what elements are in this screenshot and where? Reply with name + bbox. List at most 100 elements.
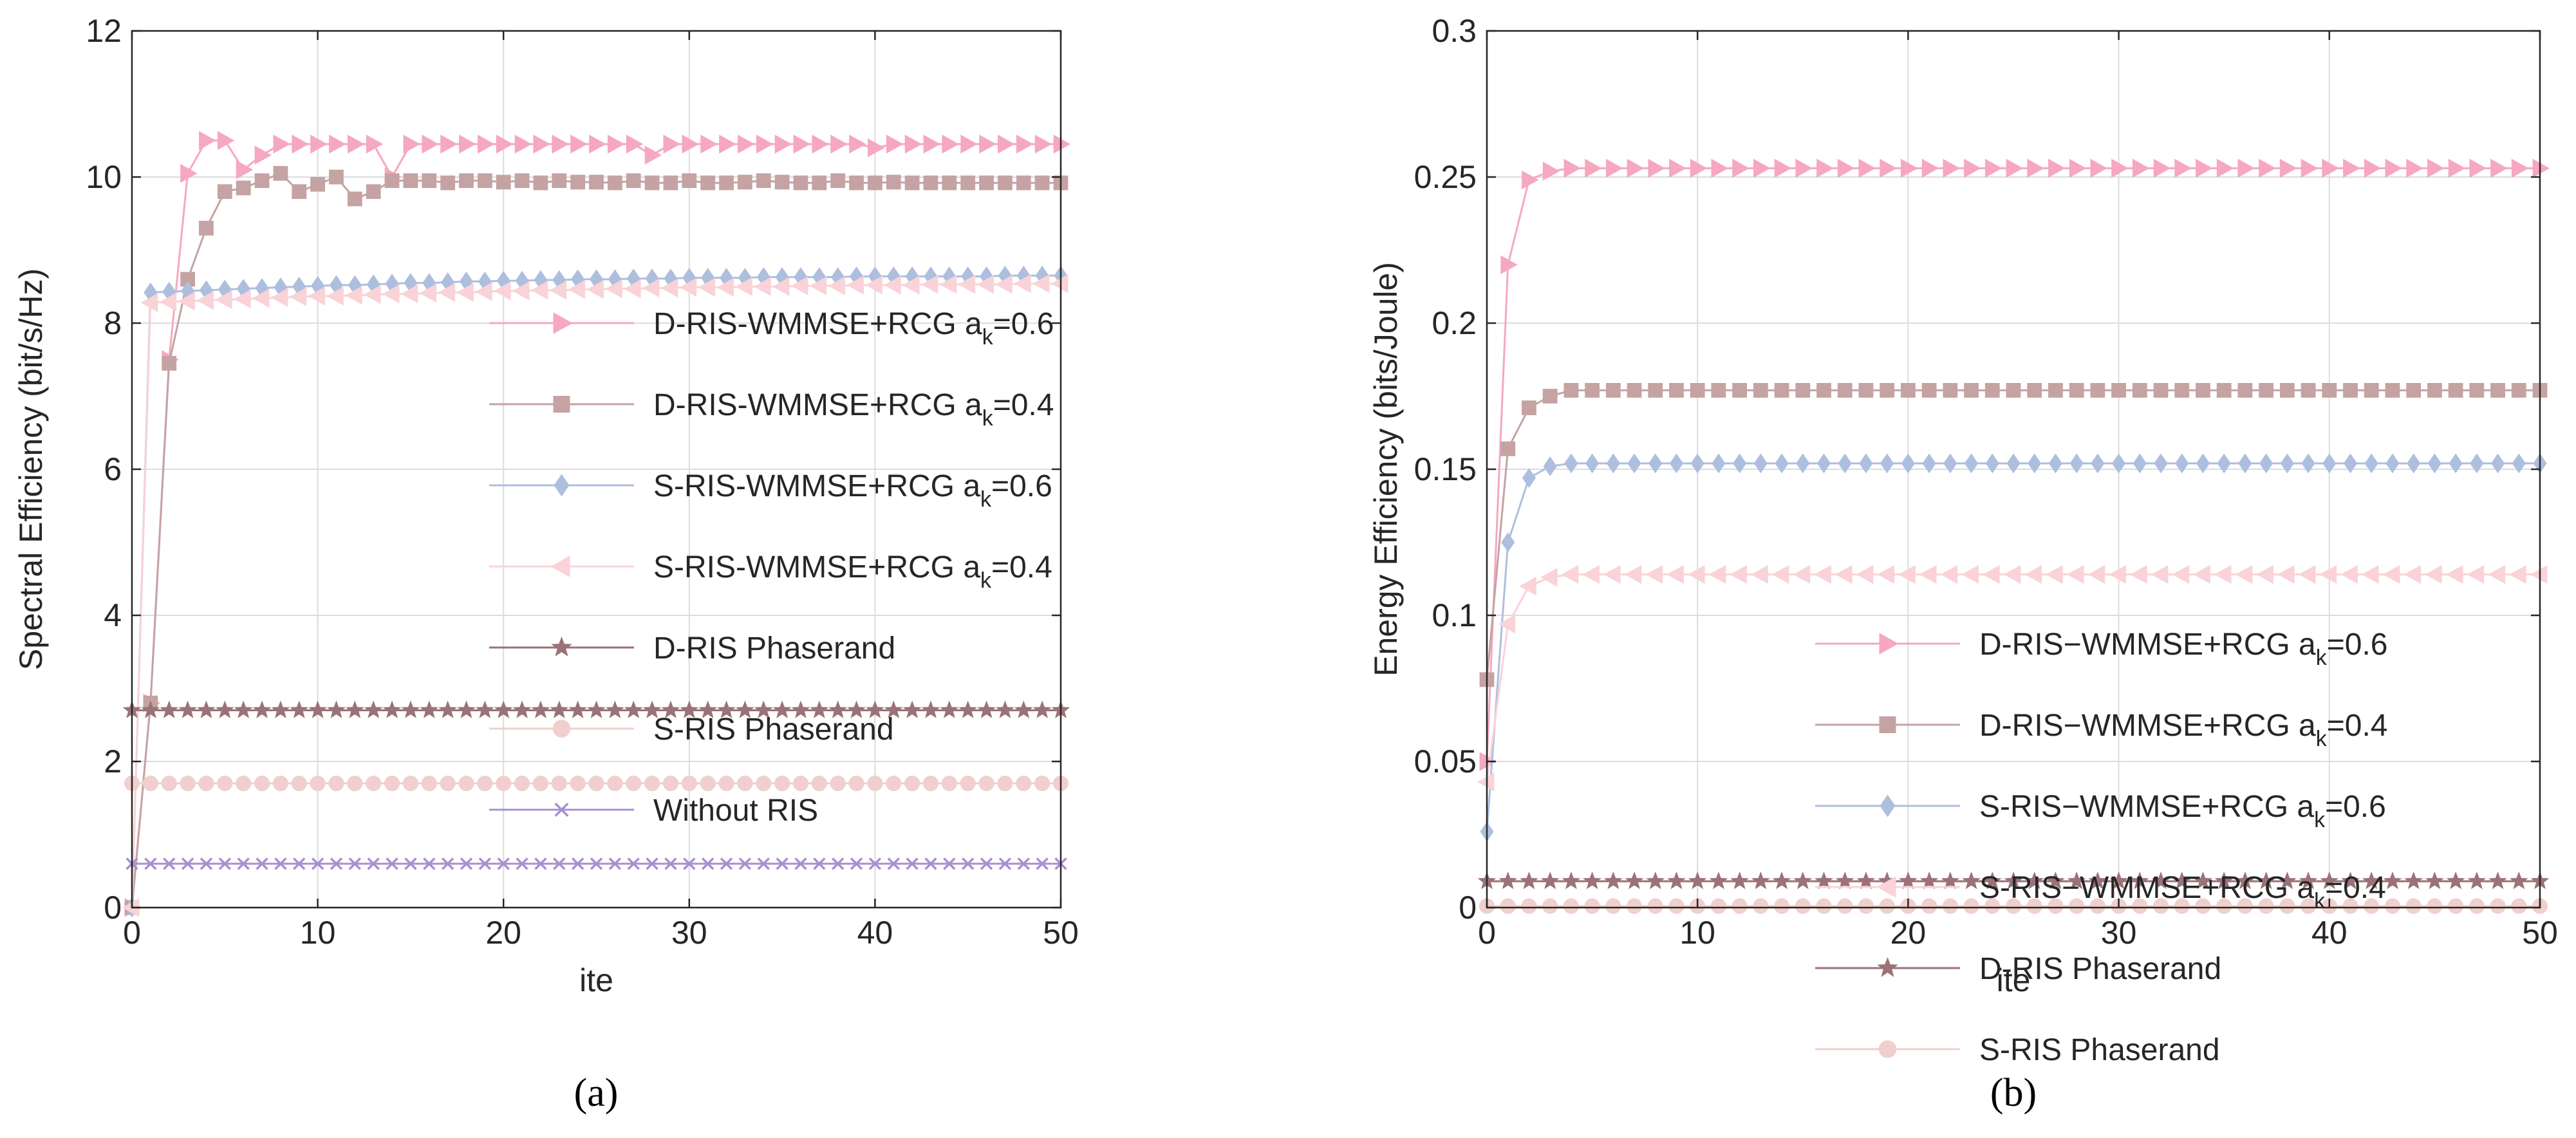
data-point [701,857,714,870]
data-point [1795,158,1813,178]
data-point [2427,898,2443,914]
data-point [2385,158,2403,178]
legend-label: Without RIS [653,794,818,828]
data-point [757,857,770,870]
data-point [2322,383,2337,398]
data-point [1796,453,1810,474]
data-point [1772,871,1791,890]
data-point [886,174,901,190]
data-point [440,776,456,792]
data-point [663,135,680,154]
data-point [2256,564,2274,584]
data-point [366,776,382,792]
data-point [1542,898,1558,914]
data-point [1858,383,1874,398]
y-tick-label: 12 [86,13,122,49]
data-point [2427,453,2441,474]
data-point [534,857,547,870]
data-point [1877,564,1895,584]
y-tick-label: 0.2 [1432,305,1477,341]
data-point [254,145,272,165]
legend-label: S-RIS−WMMSE+RCG ak=0.4 [1979,871,2386,913]
legend-entry: S-RIS-WMMSE+RCG ak=0.6 [489,469,1052,512]
data-point [846,275,864,295]
data-point [939,275,957,294]
data-point [1519,576,1536,596]
data-point [923,135,941,154]
data-point [1858,158,1876,178]
data-point [2343,383,2358,398]
data-point [776,857,789,870]
data-point [2469,898,2485,914]
legend-entry: D-RIS Phaserand [489,631,895,666]
legend-label: D-RIS−WMMSE+RCG ak=0.4 [1979,709,2388,751]
data-point [403,135,420,154]
data-point [626,173,641,189]
data-point [1774,158,1792,178]
data-point [828,276,846,295]
data-point [2280,453,2294,474]
data-point [1522,170,1539,190]
x-tick-label: 50 [2522,915,2558,951]
data-point [2277,871,2297,890]
data-point [1730,871,1750,890]
data-point [2404,871,2423,890]
data-point [642,700,662,718]
data-point [180,163,198,183]
data-point [2006,453,2021,474]
data-point [1646,871,1665,890]
data-point [2319,564,2337,584]
data-point [1964,383,1979,398]
data-point [2214,871,2234,890]
data-point [1984,898,2001,914]
data-point [441,857,454,870]
data-point [345,286,362,305]
data-point [459,135,476,154]
data-point [2301,158,2319,178]
data-point [1034,175,1050,191]
data-point [2109,871,2128,890]
data-point [1709,871,1728,890]
data-point [2174,898,2190,914]
data-point [1627,383,1642,398]
data-point [774,776,790,792]
data-point [1625,871,1644,890]
data-point [719,135,736,154]
data-point [1921,383,1937,398]
data-point [1500,441,1516,456]
data-point [962,857,975,870]
data-point [384,776,400,792]
data-point [2385,383,2400,398]
data-point [1964,158,1981,178]
data-point [2111,383,2126,398]
data-point [514,135,532,154]
data-point [2154,453,2168,474]
data-point [866,700,884,718]
data-point [1585,453,1600,474]
x-axis-label: ite [579,962,613,998]
data-point [1542,389,1558,404]
legend-label: S-RIS Phaserand [1979,1033,2220,1067]
data-point [2341,871,2360,890]
data-point [2132,158,2150,178]
data-point [698,700,718,718]
data-point [1963,898,1979,914]
data-point [791,700,810,718]
data-point [1498,871,1518,890]
data-point [1584,898,1600,914]
data-point [403,173,418,189]
data-point [828,700,848,718]
data-point [1627,453,1641,474]
data-point [456,283,474,303]
data-point [1498,614,1516,634]
data-point [1053,135,1071,154]
data-point [868,175,882,191]
data-point [754,277,771,296]
data-point [904,175,920,191]
data-point [942,135,959,154]
data-point [141,700,160,718]
data-point [1733,453,1747,474]
data-point [144,857,157,870]
